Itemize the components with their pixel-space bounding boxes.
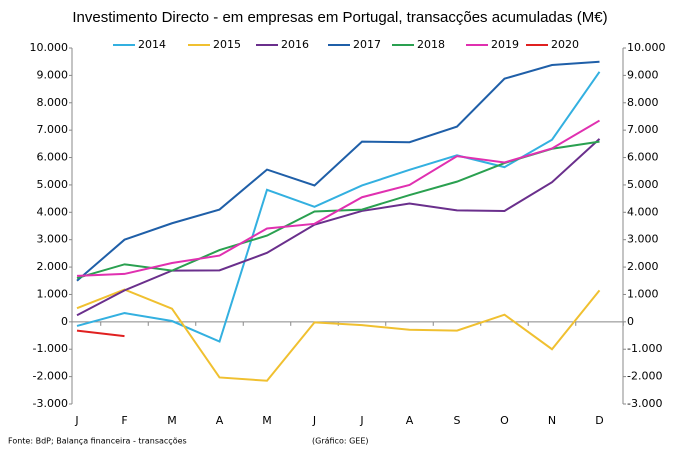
x-tick-label: M bbox=[167, 414, 177, 427]
y-tick-label: 1.000 bbox=[37, 287, 69, 300]
y-tick-label: 10.000 bbox=[30, 41, 69, 54]
y-tick-label: -1.000 bbox=[33, 342, 68, 355]
y-tick-label: 5.000 bbox=[37, 178, 69, 191]
y-tick-label: 7.000 bbox=[37, 123, 69, 136]
y-tick-label: 6.000 bbox=[37, 151, 69, 164]
series-line bbox=[76, 71, 601, 343]
y-tick-label: 3.000 bbox=[37, 233, 69, 246]
x-tick-label: D bbox=[595, 414, 603, 427]
series-line bbox=[76, 329, 125, 338]
y2-tick-label: 5.000 bbox=[627, 178, 659, 191]
y2-tick-label: -3.000 bbox=[627, 397, 662, 410]
x-tick-label: A bbox=[406, 414, 414, 427]
x-tick-label: O bbox=[500, 414, 509, 427]
legend-label: 2016 bbox=[281, 38, 309, 51]
y2-tick-label: 4.000 bbox=[627, 205, 659, 218]
y2-tick-label: 0 bbox=[627, 315, 634, 328]
y-tick-label: -2.000 bbox=[33, 370, 68, 383]
y-tick-label: -3.000 bbox=[33, 397, 68, 410]
series-line bbox=[76, 138, 601, 317]
y2-tick-label: -2.000 bbox=[627, 370, 662, 383]
x-tick-label: F bbox=[121, 414, 127, 427]
y2-tick-label: -1.000 bbox=[627, 342, 662, 355]
source-note: Fonte: BdP; Balança financeira - transac… bbox=[8, 437, 187, 446]
legend-label: 2020 bbox=[551, 38, 579, 51]
x-tick-label: J bbox=[359, 414, 363, 427]
y2-tick-label: 10.000 bbox=[627, 41, 666, 54]
y-tick-label: 8.000 bbox=[37, 96, 69, 109]
x-tick-label: J bbox=[312, 414, 316, 427]
legend-label: 2014 bbox=[138, 38, 166, 51]
y-tick-label: 4.000 bbox=[37, 205, 69, 218]
legend-label: 2018 bbox=[417, 38, 445, 51]
series-line bbox=[76, 288, 601, 382]
chart-title: Investimento Directo - em empresas em Po… bbox=[72, 9, 607, 26]
y2-tick-label: 9.000 bbox=[627, 68, 659, 81]
series-line bbox=[76, 60, 600, 282]
x-tick-label: S bbox=[454, 414, 461, 427]
x-tick-label: N bbox=[548, 414, 556, 427]
y2-tick-label: 2.000 bbox=[627, 260, 659, 273]
y2-tick-label: 1.000 bbox=[627, 287, 659, 300]
series-line bbox=[76, 119, 601, 277]
y-tick-label: 0 bbox=[61, 315, 68, 328]
y-tick-label: 2.000 bbox=[37, 260, 69, 273]
x-tick-label: A bbox=[216, 414, 224, 427]
x-tick-label: J bbox=[74, 414, 78, 427]
y-tick-label: 9.000 bbox=[37, 68, 69, 81]
y2-tick-label: 7.000 bbox=[627, 123, 659, 136]
credit-note: (Gráfico: GEE) bbox=[312, 437, 369, 446]
y2-tick-label: 6.000 bbox=[627, 151, 659, 164]
y2-tick-label: 3.000 bbox=[627, 233, 659, 246]
legend-label: 2017 bbox=[353, 38, 381, 51]
x-tick-label: M bbox=[262, 414, 272, 427]
legend-label: 2019 bbox=[491, 38, 519, 51]
y2-tick-label: 8.000 bbox=[627, 96, 659, 109]
legend-label: 2015 bbox=[213, 38, 241, 51]
